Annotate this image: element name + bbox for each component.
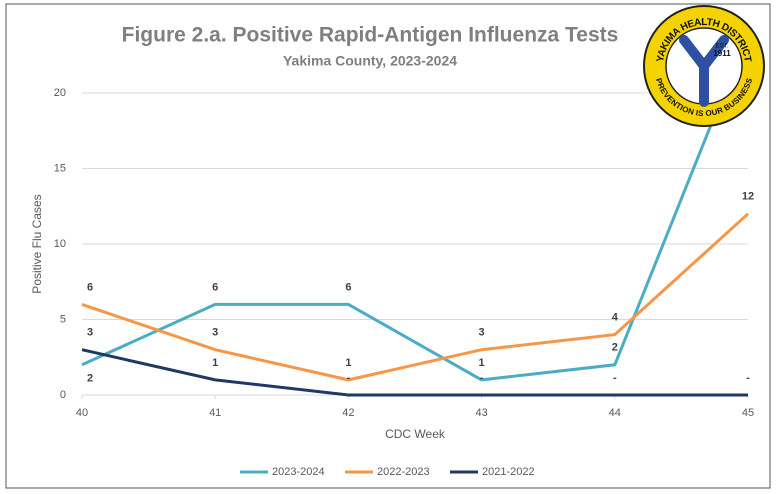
logo-year: 1911 [713,49,731,58]
y-tick-label: 5 [60,313,66,325]
data-label: - [480,372,484,384]
data-label: 2 [87,373,93,385]
series-line [81,32,750,382]
data-label: 6 [212,281,218,293]
y-tick-label: 15 [54,162,66,174]
data-label: 1 [345,357,351,369]
data-label: 6 [345,281,351,293]
logo: YAKIMA HEALTH DISTRICT PREVENTION IS OUR… [643,5,765,127]
y-tick-label: 0 [60,389,66,401]
data-label: - [746,372,750,384]
data-label: 1 [212,357,218,369]
chart-subtitle: Yakima County, 2023-2024 [283,53,457,69]
series-line [81,212,750,382]
x-tick-label: 43 [475,407,487,419]
data-label: - [347,372,351,384]
y-axis-label: Positive Flu Cases [30,194,44,293]
x-tick-label: 42 [342,407,354,419]
logo-y [679,35,729,107]
data-label: 3 [212,327,218,339]
x-tick-label: 45 [742,407,754,419]
data-label: 12 [742,191,754,203]
chart-frame [5,3,771,489]
x-axis-label: CDC Week [385,427,446,441]
data-label: 6 [87,281,93,293]
logo-est: EST. [716,44,729,50]
chart-title: Figure 2.a. Positive Rapid-Antigen Influ… [122,24,619,47]
x-tick-label: 44 [609,407,621,419]
x-tick-label: 41 [209,407,221,419]
y-tick-label: 10 [54,238,66,250]
data-label: 3 [87,327,93,339]
series-line [81,348,748,397]
legend-label: 2023-2024 [272,466,325,478]
data-label: 2 [612,342,618,354]
y-tick-label: 20 [54,87,66,99]
data-label: 1 [479,357,485,369]
legend-label: 2021-2022 [482,466,535,478]
x-tick-label: 40 [76,407,88,419]
data-label: 3 [479,327,485,339]
data-label: - [613,372,617,384]
data-label: 4 [612,312,619,324]
legend-label: 2022-2023 [377,466,430,478]
